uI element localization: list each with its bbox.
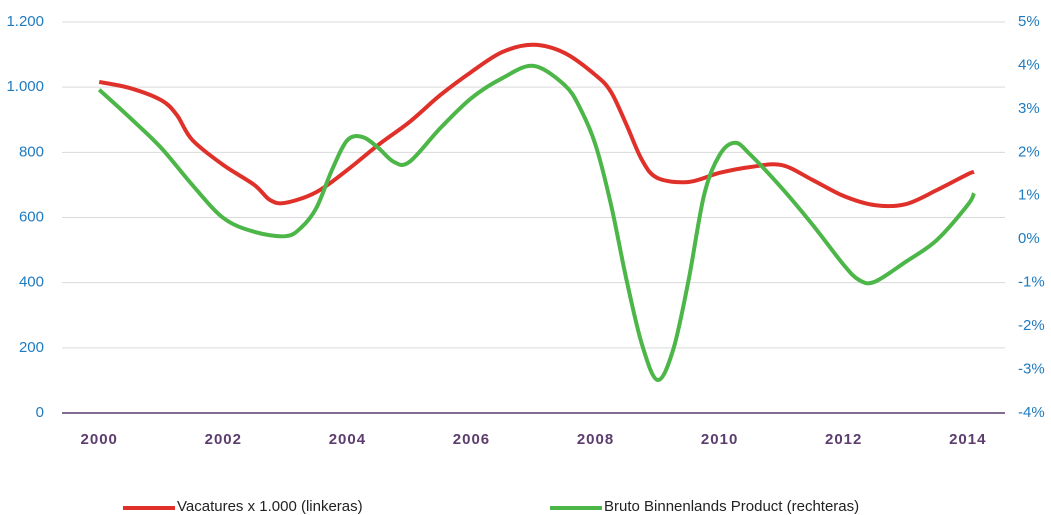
x-tick-label: 2014 [949, 431, 986, 448]
x-tick-label: 2012 [825, 431, 862, 448]
y-tick-label: 1.200 [6, 13, 44, 30]
x-tick-label: 2006 [453, 431, 490, 448]
legend-label: Bruto Binnenlands Product (rechteras) [604, 498, 859, 515]
y2-tick-label: -1% [1018, 274, 1045, 291]
x-tick-label: 2004 [329, 431, 366, 448]
y2-tick-label: -4% [1018, 404, 1045, 421]
y2-tick-label: -3% [1018, 361, 1045, 378]
line-series [98, 42, 975, 209]
y-tick-label: 800 [19, 143, 44, 160]
x-tick-label: 2002 [205, 431, 242, 448]
x-tick-label: 2008 [577, 431, 614, 448]
y2-tick-label: 1% [1018, 187, 1040, 204]
line-series [97, 63, 976, 382]
y-tick-label: 600 [19, 208, 44, 225]
y-tick-label: 200 [19, 339, 44, 356]
legend-label: Vacatures x 1.000 (linkeras) [177, 498, 363, 515]
y-tick-label: 1.000 [6, 78, 44, 95]
y2-tick-label: 5% [1018, 13, 1040, 30]
y2-tick-label: 2% [1018, 143, 1040, 160]
y2-tick-label: 3% [1018, 100, 1040, 117]
y-tick-label: 400 [19, 274, 44, 291]
x-tick-label: 2010 [701, 431, 738, 448]
y2-tick-label: 4% [1018, 56, 1040, 73]
x-tick-label: 2000 [81, 431, 118, 448]
y2-tick-label: -2% [1018, 317, 1045, 334]
y2-tick-label: 0% [1018, 230, 1040, 247]
y-tick-label: 0 [36, 404, 44, 421]
